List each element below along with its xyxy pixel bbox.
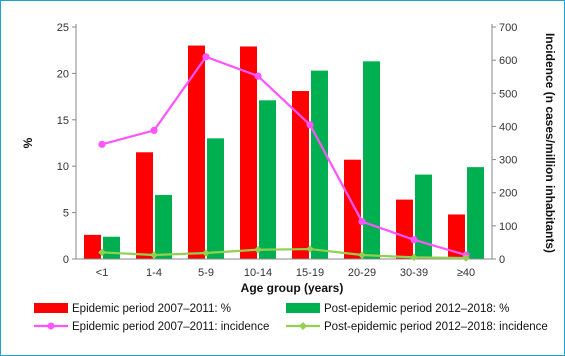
y-right-tick-label: 400 (499, 121, 517, 133)
legend-item-epidemic-percent: Epidemic period 2007–2011: % (34, 303, 231, 315)
y-left-tick-label: 10 (57, 161, 69, 173)
point-epidemic-incidence-0 (98, 140, 106, 148)
y-right-tick-label: 700 (499, 22, 517, 34)
point-postepidemic-incidence-1 (150, 251, 158, 259)
legend-item-postepidemic-incidence: Post-epidemic period 2012–2018: incidenc… (286, 321, 548, 333)
bar-epidemic-7 (448, 214, 465, 259)
y-right-tick-label: 200 (499, 188, 517, 200)
point-epidemic-incidence-4 (306, 121, 314, 129)
legend-label: Post-epidemic period 2012–2018: % (324, 303, 509, 315)
axes-layer (72, 24, 496, 260)
point-postepidemic-incidence-6 (410, 253, 418, 262)
bar-postepidemic-5 (363, 61, 380, 259)
point-postepidemic-incidence-0 (98, 248, 106, 257)
point-epidemic-incidence-3 (254, 72, 262, 80)
bar-postepidemic-3 (259, 100, 276, 259)
x-tick-label: 5-9 (198, 267, 214, 279)
point-postepidemic-incidence-3 (254, 245, 262, 254)
point-epidemic-incidence-1 (150, 126, 158, 135)
legend-marker-circle (47, 322, 55, 330)
y-axis-right-title: Incidence (n cases/million inhabitants) (543, 33, 557, 253)
point-postepidemic-incidence-7 (462, 254, 470, 262)
bar-postepidemic-1 (155, 194, 172, 259)
point-epidemic-incidence-6 (410, 236, 418, 244)
bar-epidemic-4 (292, 91, 309, 259)
point-epidemic-incidence-2 (202, 53, 210, 61)
bar-epidemic-2 (188, 45, 205, 260)
legend-label: Epidemic period 2007–2011: % (72, 303, 231, 315)
y-right-tick-label: 300 (499, 155, 517, 167)
y-left-tick-label: 25 (57, 22, 69, 34)
point-postepidemic-incidence-2 (202, 249, 210, 257)
x-tick-label: 10-14 (244, 267, 272, 279)
y-axis-left-title: % (21, 137, 35, 148)
y-right-tick-label: 0 (499, 254, 505, 266)
y-right-tick-label: 500 (499, 88, 517, 100)
bars-layer (84, 45, 484, 260)
y-right-tick-label: 600 (499, 55, 517, 67)
legend-label: Post-epidemic period 2012–2018: incidenc… (324, 321, 548, 333)
series-line-epidemic-incidence (101, 55, 467, 257)
y-left-tick-label: 15 (57, 115, 69, 127)
x-tick-label: <1 (96, 267, 109, 279)
x-tick-label: ≥40 (457, 267, 475, 279)
x-tick-label: 1-4 (146, 267, 162, 279)
y-left-tick-label: 5 (63, 208, 69, 220)
series-line-postepidemic-incidence (101, 247, 467, 260)
bar-postepidemic-7 (467, 167, 484, 259)
legend-item-epidemic-incidence: Epidemic period 2007–2011: incidence (34, 321, 269, 333)
x-tick-label: 20-29 (348, 267, 376, 279)
legend-swatch-green (286, 303, 320, 313)
bar-epidemic-5 (344, 159, 361, 259)
bar-epidemic-6 (396, 199, 413, 259)
bar-epidemic-0 (84, 234, 101, 259)
legend: Epidemic period 2007–2011: % Post-epidem… (34, 303, 548, 333)
lines-layer (98, 53, 470, 262)
x-axis-title: Age group (years) (241, 281, 344, 295)
point-postepidemic-incidence-4 (306, 245, 314, 253)
legend-label: Epidemic period 2007–2011: incidence (72, 321, 269, 333)
bar-postepidemic-6 (415, 174, 432, 259)
y-left-tick-label: 0 (63, 254, 69, 266)
x-tick-label: 30-39 (400, 267, 428, 279)
point-epidemic-incidence-5 (358, 217, 366, 226)
x-tick-label: 15-19 (296, 267, 324, 279)
legend-item-postepidemic-percent: Post-epidemic period 2012–2018: % (286, 303, 509, 315)
tick-labels-layer: 0 5 10 15 20 25 0 100 200 300 400 500 600 700 <1 1-4 5-9… (57, 22, 518, 279)
bar-postepidemic-0 (103, 236, 120, 259)
y-right-tick-label: 100 (499, 221, 517, 233)
bar-epidemic-3 (240, 46, 257, 259)
bar-postepidemic-2 (207, 138, 224, 259)
legend-swatch-red (34, 303, 68, 313)
bar-epidemic-1 (136, 152, 153, 259)
bar-postepidemic-4 (311, 70, 328, 259)
point-postepidemic-incidence-5 (358, 251, 366, 259)
y-left-tick-label: 20 (57, 68, 69, 80)
legend-marker-diamond (299, 322, 307, 330)
